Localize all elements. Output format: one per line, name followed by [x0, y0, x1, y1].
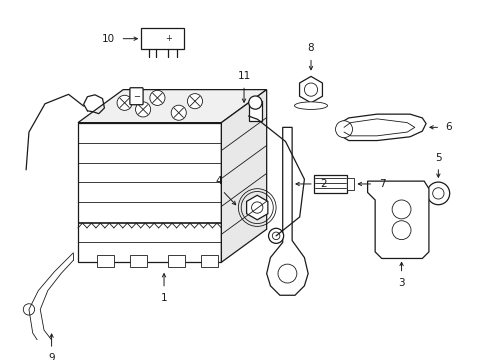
Polygon shape	[167, 255, 184, 267]
Circle shape	[391, 221, 410, 240]
Polygon shape	[367, 181, 428, 258]
Circle shape	[335, 121, 352, 138]
Text: 10: 10	[102, 34, 115, 44]
Text: 2: 2	[319, 179, 326, 189]
Circle shape	[269, 229, 282, 242]
Polygon shape	[339, 114, 425, 140]
Circle shape	[426, 182, 449, 205]
Text: −: −	[133, 92, 140, 101]
FancyBboxPatch shape	[130, 88, 143, 105]
Circle shape	[391, 200, 410, 219]
Polygon shape	[78, 123, 221, 262]
Text: 9: 9	[48, 354, 55, 360]
Circle shape	[268, 228, 283, 243]
Circle shape	[23, 304, 35, 315]
Circle shape	[150, 90, 164, 105]
Text: 4: 4	[215, 176, 222, 186]
Ellipse shape	[294, 102, 327, 109]
Circle shape	[272, 232, 279, 240]
Polygon shape	[78, 90, 266, 123]
Bar	[248, 101, 262, 121]
Text: 5: 5	[434, 153, 441, 162]
Text: 6: 6	[445, 122, 451, 132]
Text: 7: 7	[379, 179, 385, 189]
Circle shape	[117, 95, 132, 111]
Polygon shape	[266, 127, 307, 295]
Text: 11: 11	[237, 71, 250, 81]
Polygon shape	[313, 175, 346, 193]
Circle shape	[432, 188, 443, 199]
Polygon shape	[130, 255, 146, 267]
Circle shape	[304, 83, 317, 96]
Polygon shape	[141, 28, 183, 49]
Polygon shape	[299, 76, 322, 103]
Polygon shape	[346, 178, 354, 190]
Circle shape	[248, 96, 262, 109]
Circle shape	[187, 94, 202, 109]
Circle shape	[135, 102, 150, 117]
Text: 3: 3	[397, 278, 404, 288]
Text: 8: 8	[307, 43, 314, 53]
Polygon shape	[221, 90, 266, 262]
Text: +: +	[165, 34, 172, 43]
Circle shape	[277, 264, 296, 283]
Circle shape	[251, 202, 263, 213]
Circle shape	[171, 105, 186, 120]
Polygon shape	[97, 255, 114, 267]
Text: 1: 1	[161, 293, 167, 303]
Polygon shape	[200, 255, 217, 267]
Polygon shape	[246, 195, 267, 220]
